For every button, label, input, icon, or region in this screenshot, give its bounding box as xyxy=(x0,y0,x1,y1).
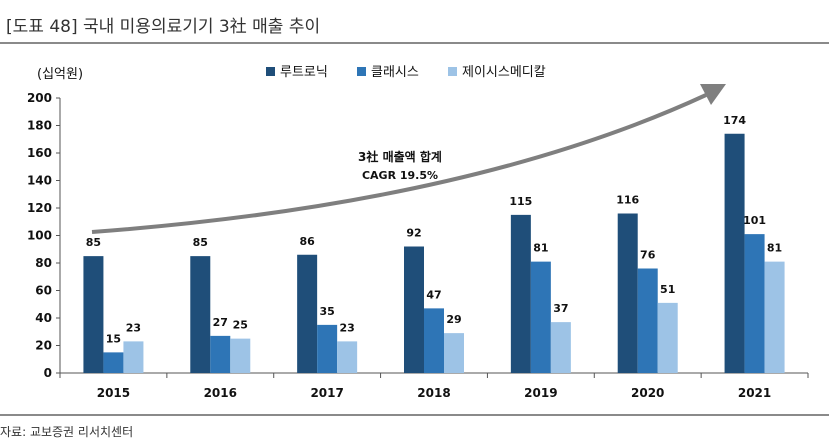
data-label: 47 xyxy=(426,288,441,301)
bar xyxy=(337,341,358,373)
x-tick-label: 2019 xyxy=(524,386,557,400)
bar xyxy=(404,246,424,373)
y-unit-label: (십억원) xyxy=(37,67,83,82)
data-label: 23 xyxy=(339,321,354,334)
source-divider xyxy=(0,414,829,416)
title-divider xyxy=(0,42,829,44)
data-label: 86 xyxy=(299,235,315,248)
y-tick-label: 100 xyxy=(27,229,52,243)
bar xyxy=(424,308,444,373)
bar-chart: 0 20 40 60 80 100 120 140 160 180 200 (십억원) 2015 2016… xyxy=(27,65,809,400)
bar xyxy=(530,261,551,373)
x-tick-label: 2021 xyxy=(738,386,771,400)
data-label: 27 xyxy=(213,316,228,329)
cagr-annotation-title: 3社 매출액 합계 xyxy=(358,149,442,164)
bar xyxy=(83,256,104,373)
bar xyxy=(550,322,571,373)
data-label: 81 xyxy=(533,242,548,255)
y-tick-label: 120 xyxy=(27,201,52,215)
bar xyxy=(444,333,464,373)
y-tick-label: 0 xyxy=(44,366,52,380)
y-tick-label: 60 xyxy=(35,284,52,298)
bar xyxy=(230,338,251,373)
x-tick-label: 2016 xyxy=(204,386,237,400)
bar xyxy=(317,324,338,373)
legend-swatch xyxy=(266,67,275,76)
data-label: 35 xyxy=(319,305,334,318)
x-tick-label: 2018 xyxy=(417,386,450,400)
bar xyxy=(617,213,638,373)
chart-axes: 0 20 40 60 80 100 120 140 160 180 200 (십억원) 2015 2016… xyxy=(27,67,809,400)
bar xyxy=(210,335,231,373)
data-label: 25 xyxy=(233,319,248,332)
bar xyxy=(764,261,785,373)
x-tick-label: 2017 xyxy=(310,386,343,400)
cagr-annotation: 3社 매출액 합계 CAGR 19.5% xyxy=(91,84,726,234)
bar xyxy=(637,268,658,373)
data-label: 23 xyxy=(126,321,141,334)
legend-label: 제이시스메디칼 xyxy=(462,65,546,80)
data-label: 116 xyxy=(616,194,639,207)
y-tick-label: 40 xyxy=(35,311,52,325)
source-note: 자료: 교보증권 리서치센터 xyxy=(0,425,134,439)
data-label: 101 xyxy=(743,214,766,227)
data-label: 15 xyxy=(106,332,121,345)
data-label: 81 xyxy=(767,242,782,255)
x-tick-label: 2020 xyxy=(631,386,664,400)
y-tick-label: 80 xyxy=(35,256,52,270)
legend-label: 루트로닉 xyxy=(280,65,328,80)
y-tick-label: 200 xyxy=(27,91,52,105)
bar xyxy=(123,341,144,373)
cagr-annotation-value: CAGR 19.5% xyxy=(362,169,438,182)
legend-swatch xyxy=(448,67,457,76)
data-label: 85 xyxy=(193,236,208,249)
legend-label: 클래시스 xyxy=(371,65,419,80)
chart-bars xyxy=(83,133,785,373)
data-label: 29 xyxy=(446,313,461,326)
bar xyxy=(510,214,531,373)
data-label: 85 xyxy=(86,236,101,249)
y-tick-label: 140 xyxy=(27,174,52,188)
data-label: 51 xyxy=(660,283,675,296)
page-title: [도표 48] 국내 미용의료기기 3社 매출 추이 xyxy=(6,17,321,37)
data-label: 76 xyxy=(640,249,656,262)
chart-data-labels: 85 15 23 85 27 25 86 35 23 92 47 29 115 81 37 116 76 51 17… xyxy=(86,114,782,346)
bar xyxy=(744,234,765,373)
cagr-arrow-line xyxy=(91,93,707,234)
x-tick-label: 2015 xyxy=(97,386,130,400)
chart-legend: 루트로닉 클래시스 제이시스메디칼 xyxy=(266,65,546,80)
data-label: 37 xyxy=(553,302,568,315)
cagr-arrow-head xyxy=(700,84,726,105)
data-label: 174 xyxy=(723,114,746,127)
bar xyxy=(190,256,211,373)
bar xyxy=(297,254,318,373)
bar xyxy=(657,302,678,373)
y-tick-label: 180 xyxy=(27,119,52,133)
bar xyxy=(724,133,745,373)
y-tick-label: 20 xyxy=(35,339,52,353)
title-bar: [도표 48] 국내 미용의료기기 3社 매출 추이 xyxy=(0,0,829,44)
legend-swatch xyxy=(357,67,366,76)
data-label: 115 xyxy=(509,195,532,208)
bar xyxy=(103,352,124,373)
data-label: 92 xyxy=(406,227,421,240)
y-tick-label: 160 xyxy=(27,146,52,160)
